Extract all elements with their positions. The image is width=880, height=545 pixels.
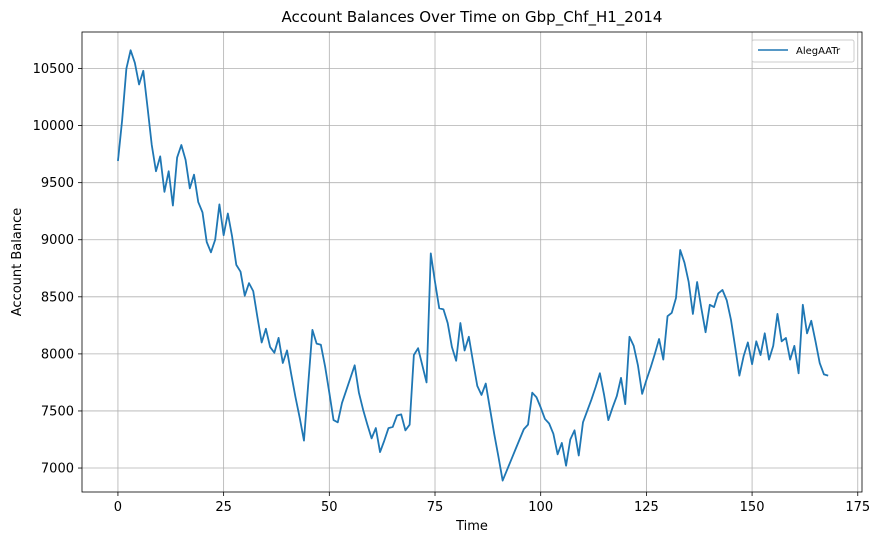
y-tick-label: 7000 [41,462,74,477]
y-tick-label: 10000 [33,119,74,134]
x-axis-label: Time [455,519,488,534]
y-tick-label: 8000 [41,347,74,362]
y-tick-label: 10500 [33,62,74,77]
y-tick-label: 9500 [41,176,74,191]
series-layer [117,49,829,482]
y-tick-label: 8500 [41,290,74,305]
legend-box [751,39,855,63]
x-tick-label: 150 [740,500,765,515]
y-tick-label: 9000 [41,233,74,248]
x-tick-label: 100 [528,500,553,515]
chart-title: Account Balances Over Time on Gbp_Chf_H1… [282,8,663,27]
axis-ticks: 0 25 50 75 100 125 150 175 7000 7500 8000 8500 9000 9… [33,62,871,515]
y-tick-label: 7500 [41,404,74,419]
legend: AlegAATr [751,39,855,63]
x-tick-label: 125 [634,500,659,515]
series-line-AlegAATr [117,49,829,482]
legend-label: AlegAATr [796,46,841,57]
plot-frame [81,31,863,493]
x-tick-label: 0 [114,500,122,515]
x-tick-label: 175 [845,500,870,515]
x-tick-label: 50 [321,500,338,515]
y-axis-label: Account Balance [10,208,25,316]
grid-lines [82,32,862,492]
x-tick-label: 25 [215,500,232,515]
x-tick-label: 75 [427,500,444,515]
